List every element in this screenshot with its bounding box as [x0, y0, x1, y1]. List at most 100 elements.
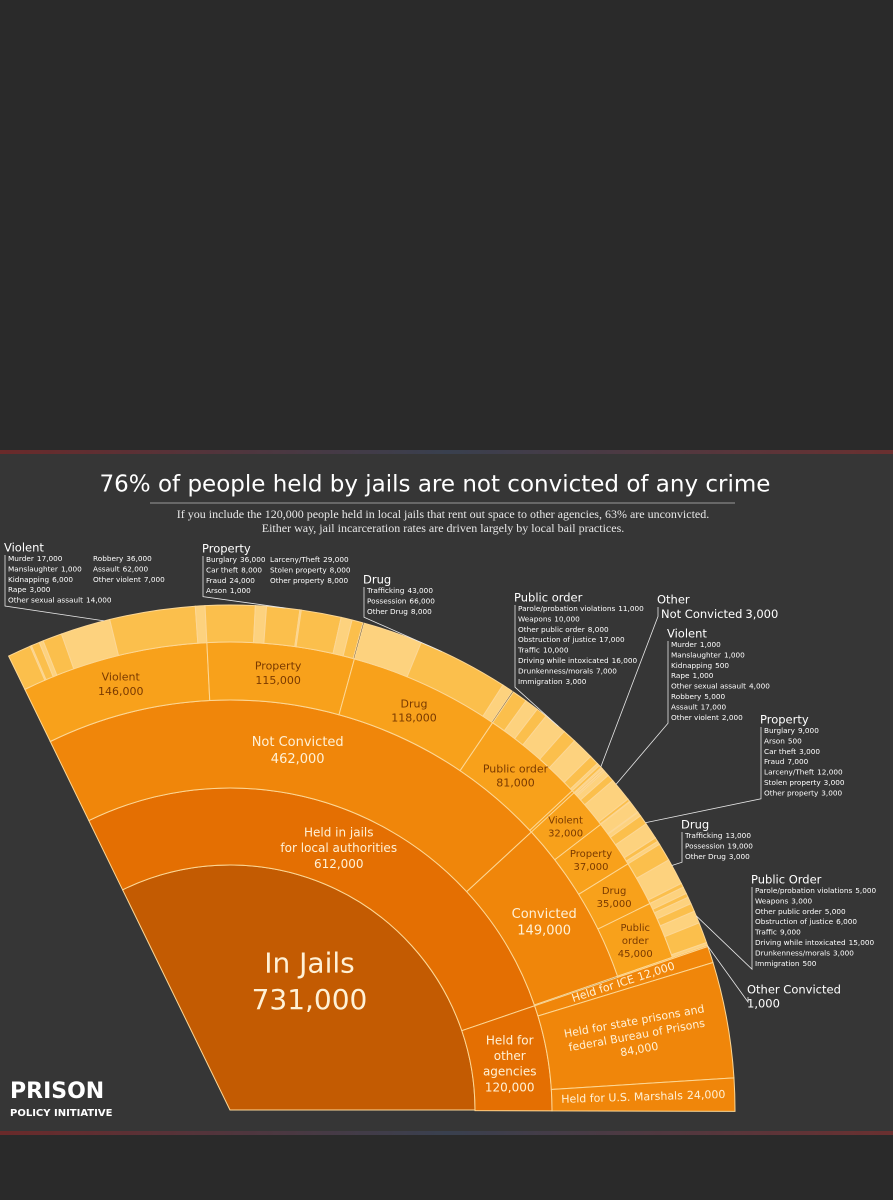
panel-edge [0, 450, 893, 454]
chart-title: 76% of people held by jails are not conv… [100, 472, 771, 498]
label-value: 115,000 [255, 674, 301, 687]
offense-label: Parole/probation violations 11,000 [518, 604, 644, 613]
wedge-label: Held for U.S. Marshals 24,000 [561, 1088, 726, 1106]
label-line: Property [570, 849, 612, 860]
annotation-heading: Drug [363, 573, 391, 587]
offense-name: Possession [367, 596, 406, 605]
leader-line [514, 605, 559, 727]
offense-label: Assault 17,000 [671, 702, 726, 711]
wedge-label: Property 115,000 [255, 659, 302, 686]
leader-line [202, 556, 286, 609]
offense-label: Larceny/Theft 29,000 [270, 555, 349, 564]
offense-value: 24,000 [229, 576, 255, 585]
label-line: Drug [401, 697, 428, 710]
offense-name: Larceny/Theft [270, 555, 320, 564]
wedge [263, 605, 301, 648]
subtitle: Either way, jail incarceration rates are… [262, 521, 625, 535]
offense-value: 29,000 [323, 555, 349, 564]
offense-value: 8,000 [411, 607, 432, 616]
offense-value: 10,000 [543, 646, 569, 655]
offense-label: Arson 500 [764, 736, 802, 745]
label-line: Held for U.S. Marshals [561, 1089, 683, 1106]
wedge [482, 684, 513, 723]
panel-edge [0, 1131, 893, 1135]
leader-line [615, 641, 669, 785]
offense-value: 5,000 [704, 692, 725, 701]
label-line: Public order [483, 762, 549, 775]
offense-label: Drunkenness/morals 3,000 [755, 948, 854, 957]
annotation-heading: Other Convicted [747, 983, 841, 997]
offense-value: 9,000 [780, 928, 801, 937]
offense-value: 16,000 [612, 656, 638, 665]
offense-label: Other sexual assault 4,000 [671, 682, 770, 691]
offense-label: Other sexual assault 14,000 [8, 596, 112, 605]
offense-name: Murder [671, 640, 697, 649]
offense-name: Kidnapping [8, 575, 49, 584]
offense-value: 3,000 [791, 896, 812, 905]
wedge-label: Drug 118,000 [391, 697, 437, 724]
offense-name: Not Convicted [661, 607, 742, 621]
label-value: 37,000 [574, 862, 609, 873]
offense-label: Stolen property 8,000 [270, 565, 351, 574]
offense-name: Kidnapping [671, 661, 712, 670]
offense-label: Possession 66,000 [367, 596, 435, 605]
wedge-label: Property 37,000 [570, 849, 612, 873]
offense-label: Assault 62,000 [93, 564, 148, 573]
offense-label: Rape 3,000 [8, 585, 51, 594]
offense-name: Weapons [518, 614, 551, 623]
offense-label: Obstruction of justice 6,000 [755, 917, 857, 926]
wedge [342, 619, 364, 660]
offense-label: Other public order 5,000 [755, 907, 846, 916]
offense-label: Obstruction of justice 17,000 [518, 635, 625, 644]
offense-label: Immigration 500 [755, 959, 817, 968]
annotation-heading: Other [657, 593, 690, 607]
offense-value: 3,000 [745, 607, 778, 621]
offense-name: Other violent [93, 575, 141, 584]
offense-label: Trafficking 13,000 [684, 831, 751, 840]
offense-label: Murder 1,000 [671, 640, 721, 649]
offense-value: 7,000 [596, 666, 617, 675]
offense-value: 19,000 [727, 841, 753, 850]
offense-value: 15,000 [849, 938, 875, 947]
offense-label: Traffic 9,000 [754, 928, 801, 937]
label-value: 35,000 [597, 899, 632, 910]
offense-value: 4,000 [749, 682, 770, 691]
offense-value: 12,000 [817, 768, 843, 777]
offense-name: Assault [93, 564, 120, 573]
offense-label: Fraud 24,000 [206, 576, 255, 585]
offense-name: Drunkenness/morals [518, 666, 593, 675]
offense-value: 14,000 [86, 596, 112, 605]
offense-name: Stolen property [270, 565, 327, 574]
label-line: Drug [602, 886, 627, 897]
wedge [204, 604, 256, 644]
offense-name: Car theft [764, 747, 796, 756]
offense-value: 1,000 [230, 586, 251, 595]
offense-value: 36,000 [126, 554, 152, 563]
offense-value: 5,000 [825, 907, 846, 916]
leader-line [4, 555, 105, 622]
label-value: 24,000 [687, 1088, 726, 1102]
offense-value: 66,000 [409, 596, 435, 605]
label-value: 731,000 [252, 983, 368, 1016]
offense-label: Burglary 36,000 [206, 555, 266, 564]
offense-value: 3,000 [30, 585, 51, 594]
offense-name: Burglary [764, 726, 796, 735]
offense-value: 3,000 [833, 948, 854, 957]
offense-name: Other sexual assault [8, 596, 83, 605]
offense-name: Driving while intoxicated [518, 656, 609, 665]
offense-value: 1,000 [693, 671, 714, 680]
annotation-heading: Property [202, 542, 251, 556]
offense-name: Driving while intoxicated [755, 938, 846, 947]
offense-name: Parole/probation violations [755, 886, 852, 895]
offense-value: 6,000 [52, 575, 73, 584]
label-value: 149,000 [517, 923, 571, 938]
offense-label: Manslaughter 1,000 [671, 650, 745, 659]
offense-name: Weapons [755, 896, 788, 905]
leader-line [707, 945, 749, 1004]
offense-label: Other public order 8,000 [518, 625, 609, 634]
offense-name: Other public order [755, 907, 822, 916]
offense-value: 1,000 [61, 564, 82, 573]
wedge-label: Public order 81,000 [483, 762, 549, 789]
offense-label: Other Drug 8,000 [367, 607, 432, 616]
label-line: Violent [548, 815, 583, 826]
